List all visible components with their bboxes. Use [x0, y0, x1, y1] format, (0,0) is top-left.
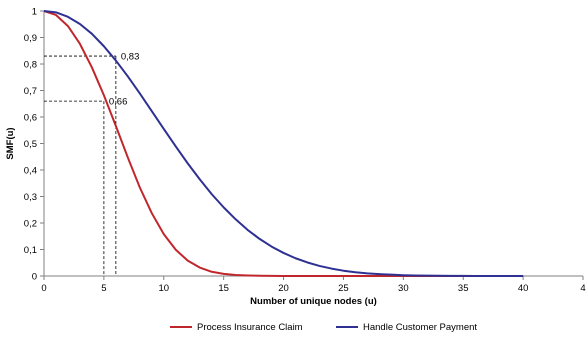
- series-line-1: [43, 10, 524, 277]
- legend-label: Handle Customer Payment: [363, 322, 477, 333]
- legend: Process Insurance Claim Handle Customer P…: [170, 322, 477, 333]
- y-tick-label: 0,1: [24, 245, 37, 256]
- x-tick-label: 20: [278, 283, 289, 294]
- x-tick-label: 5: [101, 283, 106, 294]
- annotations: 0,83 0,66: [109, 52, 139, 108]
- y-tick-label: 1: [32, 7, 37, 18]
- x-tick-label: 4: [580, 283, 585, 294]
- annotation-label: 0,66: [109, 97, 128, 108]
- x-axis-ticks: 0 5 10 15 20 25 30 35 40 4: [41, 276, 586, 294]
- annotation-guides: [44, 55, 117, 276]
- series-line-2: [43, 10, 524, 277]
- x-tick-label: 40: [518, 283, 529, 294]
- x-tick-label: 10: [158, 283, 169, 294]
- annotation-label: 0,83: [121, 52, 140, 63]
- x-tick-label: 0: [41, 283, 46, 294]
- y-axis-ticks: 0 0,1 0,2 0,3 0,4 0,5 0,6 0,7 0,8 0,9 1: [24, 7, 44, 283]
- y-tick-label: 0,2: [24, 219, 37, 230]
- y-axis-title: SMF(u): [5, 127, 16, 159]
- series: [43, 10, 524, 277]
- y-tick-label: 0: [32, 272, 37, 283]
- y-tick-label: 0,5: [24, 139, 37, 150]
- y-tick-label: 0,8: [24, 60, 37, 71]
- x-tick-label: 35: [458, 283, 469, 294]
- x-tick-label: 30: [398, 283, 409, 294]
- x-tick-label: 25: [338, 283, 349, 294]
- legend-label: Process Insurance Claim: [197, 322, 303, 333]
- y-tick-label: 0,3: [24, 192, 37, 203]
- y-tick-label: 0,9: [24, 33, 37, 44]
- y-tick-label: 0,6: [24, 113, 37, 124]
- y-tick-label: 0,4: [24, 166, 37, 177]
- x-tick-label: 15: [218, 283, 229, 294]
- y-tick-label: 0,7: [24, 86, 37, 97]
- x-axis-title: Number of unique nodes (u): [250, 296, 377, 307]
